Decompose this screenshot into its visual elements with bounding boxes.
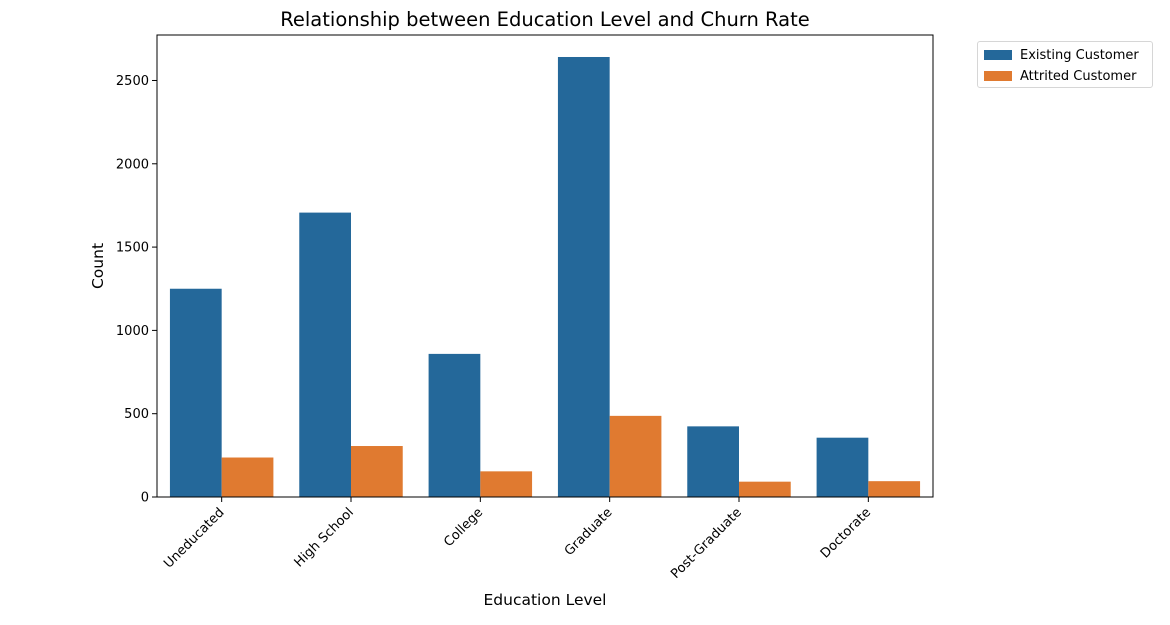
x-axis: Uneducated High School College Graduate Post… (161, 497, 874, 582)
legend-label-attrited: Attrited Customer (1020, 68, 1137, 84)
plot-frame (156, 34, 934, 498)
bar-existing-2 (428, 353, 481, 497)
y-tick-label-1: 500 (124, 407, 149, 422)
y-tick-label-2: 1000 (116, 324, 149, 339)
bar-attrited-4 (739, 481, 791, 497)
x-tick-label-0: Uneducated (161, 505, 227, 571)
chart-title: Relationship between Education Level and… (280, 8, 810, 31)
x-tick-label-3: Graduate (562, 505, 616, 559)
x-tick-label-1: High School (292, 505, 357, 570)
y-axis-label: Count (89, 243, 107, 289)
x-axis-label: Education Level (483, 591, 606, 609)
legend-swatch-attrited (984, 71, 1012, 81)
bar-attrited-1 (351, 446, 403, 497)
x-tick-label-4: Post-Graduate (668, 505, 745, 582)
legend-item-existing: Existing Customer (984, 47, 1139, 63)
legend-swatch-existing (984, 50, 1012, 60)
bar-attrited-2 (480, 471, 533, 497)
y-tick-label-4: 2000 (116, 157, 149, 172)
x-tick-label-5: Doctorate (818, 505, 874, 561)
legend: Existing Customer Attrited Customer (977, 41, 1153, 88)
bar-existing-3 (557, 56, 610, 497)
x-tick-label-2: College (441, 505, 486, 550)
y-tick-label-3: 1500 (116, 241, 149, 256)
legend-label-existing: Existing Customer (1020, 47, 1139, 63)
bar-attrited-3 (609, 415, 662, 497)
y-tick-label-0: 0 (141, 491, 149, 506)
bar-existing-5 (816, 437, 869, 497)
bar-attrited-0 (221, 457, 274, 497)
legend-item-attrited: Attrited Customer (984, 68, 1137, 84)
y-axis: 0 500 1000 1500 2000 2500 (116, 74, 157, 506)
bar-attrited-5 (868, 481, 921, 497)
y-tick-label-5: 2500 (116, 74, 149, 89)
bar-existing-1 (299, 212, 351, 497)
bars-group (169, 56, 921, 497)
bar-existing-4 (687, 426, 739, 497)
bar-existing-0 (169, 288, 222, 497)
